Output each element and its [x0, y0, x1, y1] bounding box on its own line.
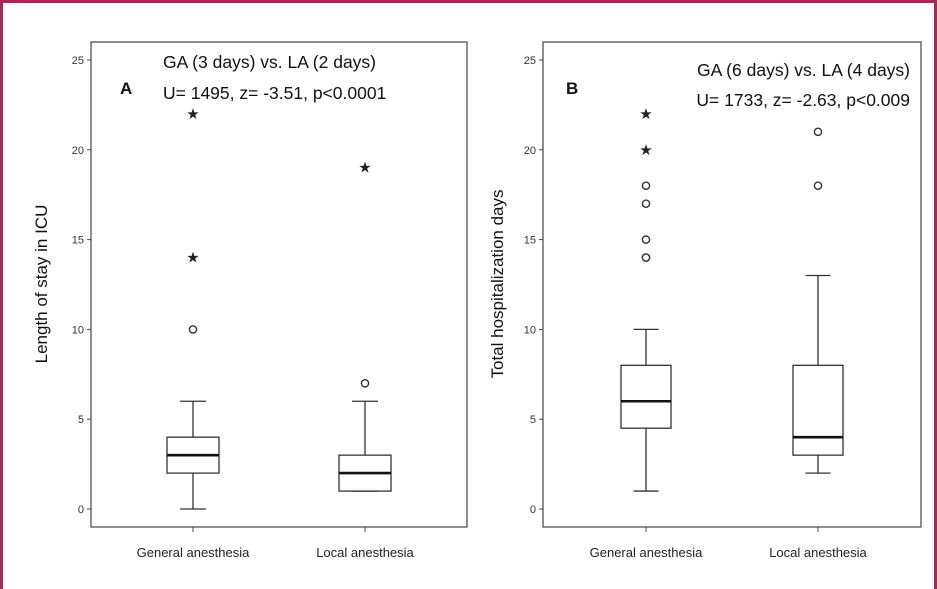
box-marks-a: ★ ★ ★ [166, 106, 392, 510]
outlier-circle [188, 325, 198, 334]
y-tick-label-15: 15 [72, 235, 84, 247]
outlier-star: ★ [186, 250, 199, 267]
y-ticks-a: 0 5 10 15 20 25 [72, 55, 366, 532]
y-tick-label-25: 25 [524, 55, 536, 67]
annotation-line-1-a: GA (3 days) vs. LA (2 days) [163, 52, 376, 72]
y-tick-label-25: 25 [72, 55, 84, 67]
outlier-circle [641, 235, 651, 244]
ylabel-a: Length of stay in ICU [32, 205, 51, 364]
y-tick-label-0: 0 [78, 504, 84, 516]
panel-letter-b: B [566, 79, 578, 98]
annotation-line-2-a: U= 1495, z= -3.51, p<0.0001 [163, 83, 386, 103]
iqr-box [792, 364, 844, 456]
annotation-line-2-b: U= 1733, z= -2.63, p<0.009 [696, 90, 910, 110]
plot-frame-b [542, 41, 922, 528]
outlier-star: ★ [186, 106, 199, 123]
outlier-circle [641, 181, 651, 191]
outlier-star: ★ [639, 142, 652, 159]
y-tick-label-20: 20 [72, 145, 84, 157]
y-tick-label-10: 10 [524, 324, 536, 336]
category-label-local-b: Local anesthesia [769, 545, 867, 560]
category-label-general-a: General anesthesia [137, 545, 251, 560]
box-marks-b: ★★ [620, 106, 844, 492]
y-tick-label-5: 5 [530, 414, 536, 426]
panel-a: Length of stay in ICU A GA (3 days) vs. … [32, 41, 468, 560]
outlier-circle [641, 253, 651, 262]
y-tick-label-5: 5 [78, 414, 84, 426]
panel-b: Total hospitalization days B GA (6 days)… [488, 41, 922, 560]
y-tick-label-0: 0 [530, 504, 536, 516]
outlier-circle [360, 378, 370, 388]
outlier-circle [813, 181, 823, 191]
category-label-local-a: Local anesthesia [316, 545, 414, 560]
outlier-star: ★ [358, 160, 371, 177]
outlier-star: ★ [639, 106, 652, 123]
iqr-box [620, 364, 672, 429]
y-tick-label-20: 20 [524, 145, 536, 157]
panel-letter-a: A [120, 79, 132, 98]
outlier-circle [813, 127, 823, 137]
plot-frame-a [90, 41, 468, 528]
category-label-general-b: General anesthesia [590, 545, 704, 560]
annotation-line-1-b: GA (6 days) vs. LA (4 days) [697, 60, 910, 80]
y-ticks-b: 0 5 10 15 20 25 [524, 55, 819, 532]
outlier-circle [641, 199, 651, 208]
ylabel-b: Total hospitalization days [488, 189, 507, 378]
y-tick-label-15: 15 [524, 235, 536, 247]
y-tick-label-10: 10 [72, 324, 84, 336]
